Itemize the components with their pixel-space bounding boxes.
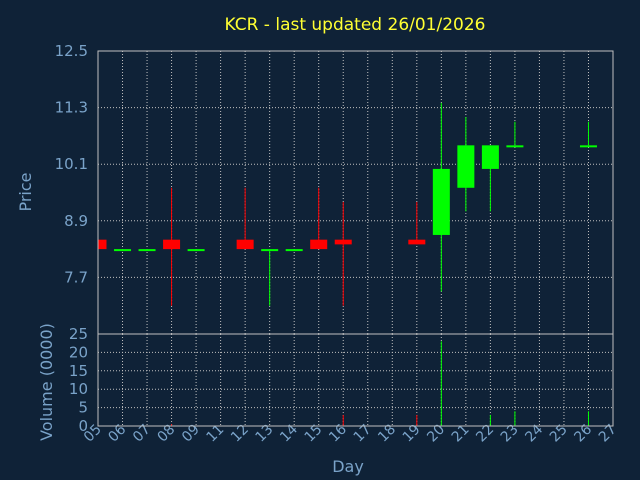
candle-body [114,249,132,252]
chart-title: KCR - last updated 26/01/2026 [225,15,486,35]
x-tick-label: 22 [473,422,497,446]
candle-body [261,249,279,252]
price-grid [98,51,613,334]
price-plot-frame [97,50,614,335]
x-tick-label: 06 [105,421,129,445]
x-tick-label: 21 [449,422,473,446]
candle-body [408,239,426,245]
x-tick-label: 19 [400,422,424,446]
price-tick-label: 7.7 [64,268,88,286]
price-tick-label: 11.3 [55,99,88,117]
x-tick-label: 23 [498,422,522,446]
price-tick-label: 12.5 [55,42,88,60]
volume-tick-label: 0 [78,417,88,435]
price-tick-label: 10.1 [55,155,88,173]
volume-grid [98,334,613,426]
x-tick-label: 20 [424,422,448,446]
price-tick-label: 8.9 [64,212,88,230]
x-tick-label: 16 [326,421,350,445]
x-tick-label: 25 [547,422,571,446]
x-tick-label: 24 [522,421,546,445]
volume-plot-frame [97,333,614,427]
candle-body [481,145,499,169]
candle-body [506,145,524,148]
candle-body [236,239,254,250]
x-axis-label: Day [332,457,364,476]
x-tick-label: 15 [302,422,326,446]
candle-body [457,145,475,188]
x-tick-label: 07 [130,422,154,446]
x-tick-label: 12 [228,422,252,446]
candle-body [432,168,450,235]
candle-body [579,145,597,148]
price-axis-label: Price [16,172,35,211]
volume-tick-label: 10 [69,380,88,398]
x-tick-label: 18 [375,422,399,446]
candle-body [163,239,181,250]
candle-body [187,249,205,252]
x-tick-label: 08 [154,422,178,446]
candle-body [334,239,352,245]
volume-tick-label: 20 [69,343,88,361]
x-tick-label: 26 [571,421,595,445]
x-tick-label: 13 [253,422,277,446]
candles [97,102,597,306]
candle-body [285,249,303,252]
volume-bars [171,341,589,426]
x-tick-label: 14 [277,421,301,445]
x-ticks: 05 06 07 08 09 11 12 13 14 15 16 17 18 19 20 21 22 23 24 25… [81,421,620,445]
volume-tick-label: 25 [69,325,88,343]
x-tick-label: 09 [179,422,203,446]
volume-tick-label: 5 [78,399,88,417]
x-tick-label: 17 [351,422,375,446]
price-ticks: 12.5 11.3 10.1 8.9 7.7 [55,42,88,286]
volume-axis-label: Volume (0000) [37,323,56,441]
x-tick-label: 11 [204,422,228,446]
candle-body [310,239,328,250]
candle-body [98,239,107,250]
candle-body [138,249,156,252]
volume-tick-label: 15 [69,362,88,380]
x-tick-label: 27 [596,422,620,446]
